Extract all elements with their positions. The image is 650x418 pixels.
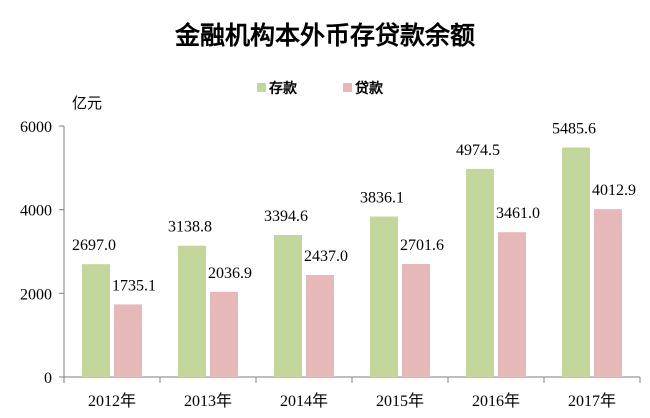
y-tick-label: 4000 bbox=[20, 203, 52, 220]
y-tick-label: 2000 bbox=[20, 286, 52, 303]
data-label-deposits: 3836.1 bbox=[360, 190, 404, 207]
legend-swatch-deposits bbox=[257, 83, 266, 92]
bar-deposits bbox=[178, 245, 206, 377]
data-label-deposits: 4974.5 bbox=[456, 142, 500, 159]
bar-deposits bbox=[562, 147, 590, 377]
y-tick-label: 0 bbox=[44, 370, 52, 387]
bars bbox=[82, 147, 622, 377]
data-label-deposits: 5485.6 bbox=[552, 121, 596, 138]
data-label-deposits: 3394.6 bbox=[264, 208, 308, 225]
bar-loans bbox=[210, 291, 238, 377]
data-label-loans: 4012.9 bbox=[592, 182, 636, 199]
y-axis-ticks: 0 2000 4000 6000 bbox=[20, 119, 641, 387]
x-category-label: 2013年 bbox=[184, 392, 232, 410]
legend-label-deposits: 存款 bbox=[269, 80, 298, 97]
data-label-deposits: 2697.0 bbox=[72, 237, 116, 254]
data-label-loans: 2437.0 bbox=[304, 248, 348, 265]
data-label-deposits: 3138.8 bbox=[168, 219, 212, 236]
chart-title: 金融机构本外币存贷款余额 bbox=[174, 21, 475, 50]
bar-deposits bbox=[466, 168, 494, 377]
legend-swatch-loans bbox=[343, 83, 352, 92]
bar-loans bbox=[498, 232, 526, 377]
bar-deposits bbox=[370, 216, 398, 377]
x-axis-categories: 2012年 2013年 2014年 2015年 2016年 2017年 bbox=[88, 392, 616, 410]
data-labels: 2697.0 1735.1 3138.8 2036.9 3394.6 2437.0 3836… bbox=[72, 121, 636, 295]
x-category-label: 2012年 bbox=[88, 392, 136, 410]
legend: 存款 贷款 bbox=[257, 80, 384, 97]
x-category-label: 2016年 bbox=[472, 392, 520, 410]
bar-deposits bbox=[274, 234, 302, 377]
x-category-label: 2014年 bbox=[280, 392, 328, 410]
bar-loans bbox=[114, 304, 142, 377]
data-label-loans: 1735.1 bbox=[112, 277, 156, 294]
data-label-loans: 3461.0 bbox=[496, 205, 540, 222]
x-category-label: 2017年 bbox=[568, 392, 616, 410]
y-axis-unit: 亿元 bbox=[72, 94, 102, 112]
bar-loans bbox=[402, 263, 430, 377]
bar-loans bbox=[594, 209, 622, 377]
data-label-loans: 2036.9 bbox=[208, 265, 252, 282]
y-tick-label: 6000 bbox=[20, 119, 52, 136]
bar-deposits bbox=[82, 264, 110, 377]
legend-label-loans: 贷款 bbox=[355, 80, 384, 97]
data-label-loans: 2701.6 bbox=[400, 237, 444, 254]
bar-loans bbox=[306, 275, 334, 377]
x-category-label: 2015年 bbox=[376, 392, 424, 410]
